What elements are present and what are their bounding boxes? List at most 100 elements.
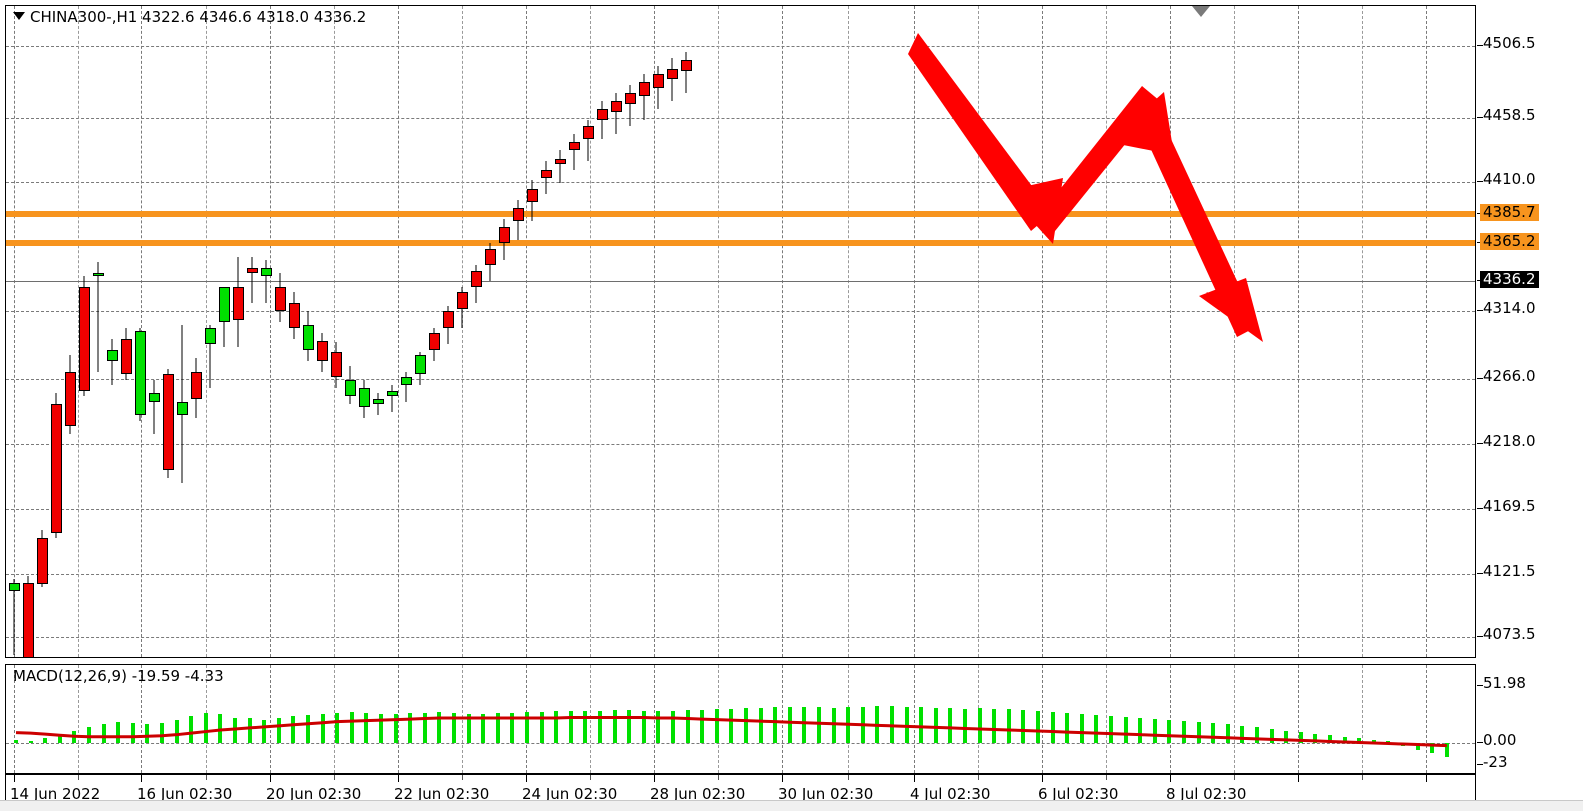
candlestick[interactable] <box>652 65 664 110</box>
candlestick[interactable] <box>204 325 216 388</box>
time-axis-label: 14 Jun 2022 <box>10 785 101 803</box>
axis-tick <box>1477 310 1483 311</box>
candle-body <box>8 583 20 592</box>
price-axis-label: 4458.5 <box>1483 106 1536 124</box>
candlestick[interactable] <box>64 355 76 435</box>
candlestick[interactable] <box>624 84 636 126</box>
chart-object-marker[interactable] <box>1192 6 1210 17</box>
triangle-down-icon[interactable] <box>13 12 25 20</box>
candlestick[interactable] <box>456 286 468 328</box>
candlestick[interactable] <box>260 259 272 304</box>
candle-wick <box>671 57 673 102</box>
price-level-line-4385.7[interactable] <box>6 211 1475 217</box>
macd-histogram-bar <box>393 713 398 743</box>
macd-histogram-bar <box>1109 715 1113 743</box>
candle-body <box>624 93 636 104</box>
candlestick[interactable] <box>358 379 370 418</box>
grid-line-horizontal <box>6 46 1475 47</box>
candlestick[interactable] <box>498 218 510 260</box>
candlestick[interactable] <box>638 73 650 121</box>
candlestick[interactable] <box>316 333 328 372</box>
candlestick[interactable] <box>540 161 552 195</box>
level-price-label[interactable]: 4365.2 <box>1480 233 1539 250</box>
candlestick[interactable] <box>22 576 34 657</box>
macd-plot-area[interactable] <box>6 665 1475 773</box>
macd-histogram-bar <box>1430 743 1435 754</box>
candlestick[interactable] <box>386 385 398 413</box>
time-axis-tick <box>270 775 271 782</box>
candlestick[interactable] <box>190 357 202 418</box>
macd-histogram-bar <box>583 711 588 743</box>
candlestick[interactable] <box>680 52 692 94</box>
grid-line-vertical <box>1298 6 1299 657</box>
candlestick[interactable] <box>414 352 426 386</box>
candlestick[interactable] <box>610 93 622 135</box>
price-chart-pane[interactable]: CHINA300-,H1 4322.6 4346.6 4318.0 4336.2 <box>5 5 1476 658</box>
candlestick[interactable] <box>582 120 594 162</box>
candlestick[interactable] <box>8 578 20 656</box>
time-axis-label: 4 Jul 02:30 <box>910 785 991 803</box>
candlestick[interactable] <box>92 262 104 372</box>
price-axis-label: 4314.0 <box>1483 299 1536 317</box>
candlestick[interactable] <box>50 393 62 539</box>
candlestick[interactable] <box>596 101 608 140</box>
candlestick[interactable] <box>246 256 258 304</box>
candlestick[interactable] <box>344 366 356 405</box>
grid-line-horizontal <box>6 118 1475 119</box>
candlestick[interactable] <box>442 306 454 345</box>
macd-header-text: MACD(12,26,9) -19.59 -4.33 <box>13 667 224 685</box>
candlestick[interactable] <box>106 338 118 386</box>
symbol-header[interactable]: CHINA300-,H1 4322.6 4346.6 4318.0 4336.2 <box>13 8 366 26</box>
candlestick[interactable] <box>568 134 580 170</box>
candlestick[interactable] <box>288 292 300 339</box>
candlestick[interactable] <box>176 325 188 484</box>
candlestick[interactable] <box>120 327 132 380</box>
time-axis-tick <box>526 775 527 782</box>
candlestick[interactable] <box>428 327 440 361</box>
candlestick[interactable] <box>134 327 146 421</box>
macd-histogram-bar <box>787 706 792 743</box>
macd-histogram-bar <box>714 709 719 743</box>
candle-wick <box>629 84 631 126</box>
candlestick[interactable] <box>330 341 342 388</box>
macd-histogram-bar <box>408 713 413 743</box>
candlestick[interactable] <box>554 150 566 184</box>
candlestick[interactable] <box>526 180 538 222</box>
macd-histogram-bar <box>612 710 617 743</box>
macd-histogram-bar <box>1196 722 1201 743</box>
candlestick[interactable] <box>162 368 174 478</box>
candlestick[interactable] <box>666 57 678 102</box>
symbol-header-text: CHINA300-,H1 4322.6 4346.6 4318.0 4336.2 <box>30 8 367 26</box>
grid-line-vertical <box>914 6 915 657</box>
candlestick[interactable] <box>232 256 244 347</box>
grid-line-vertical <box>654 6 655 657</box>
macd-histogram-bar <box>14 739 18 743</box>
price-level-line-4365.2[interactable] <box>6 240 1475 246</box>
macd-header[interactable]: MACD(12,26,9) -19.59 -4.33 <box>13 667 224 685</box>
candlestick[interactable] <box>400 371 412 402</box>
candlestick[interactable] <box>36 529 48 588</box>
macd-histogram-bar <box>379 714 383 743</box>
candlestick[interactable] <box>372 393 384 416</box>
price-axis[interactable]: 4506.5 4458.5 4410.0 4385.7 4365.2 4336.2 4314… <box>1477 0 1583 811</box>
price-plot-area[interactable] <box>6 6 1475 657</box>
candlestick[interactable] <box>274 273 286 323</box>
candlestick[interactable] <box>148 379 160 435</box>
candle-body <box>316 341 328 361</box>
candle-body <box>414 355 426 375</box>
candlestick[interactable] <box>470 265 482 304</box>
candlestick[interactable] <box>302 311 314 361</box>
macd-histogram-bar <box>28 740 33 743</box>
level-price-label[interactable]: 4385.7 <box>1480 204 1539 221</box>
grid-line-vertical <box>1298 665 1299 773</box>
candlestick[interactable] <box>218 286 230 347</box>
candlestick[interactable] <box>78 275 90 397</box>
last-price-label[interactable]: 4336.2 <box>1480 271 1539 288</box>
candlestick[interactable] <box>512 199 524 241</box>
price-axis-label: 4266.0 <box>1483 367 1536 385</box>
candlestick[interactable] <box>484 243 496 282</box>
macd-histogram-bar <box>1211 723 1216 743</box>
macd-indicator-pane[interactable]: MACD(12,26,9) -19.59 -4.33 <box>5 664 1476 774</box>
macd-histogram-bar <box>1371 739 1376 743</box>
macd-histogram-bar <box>116 721 121 743</box>
